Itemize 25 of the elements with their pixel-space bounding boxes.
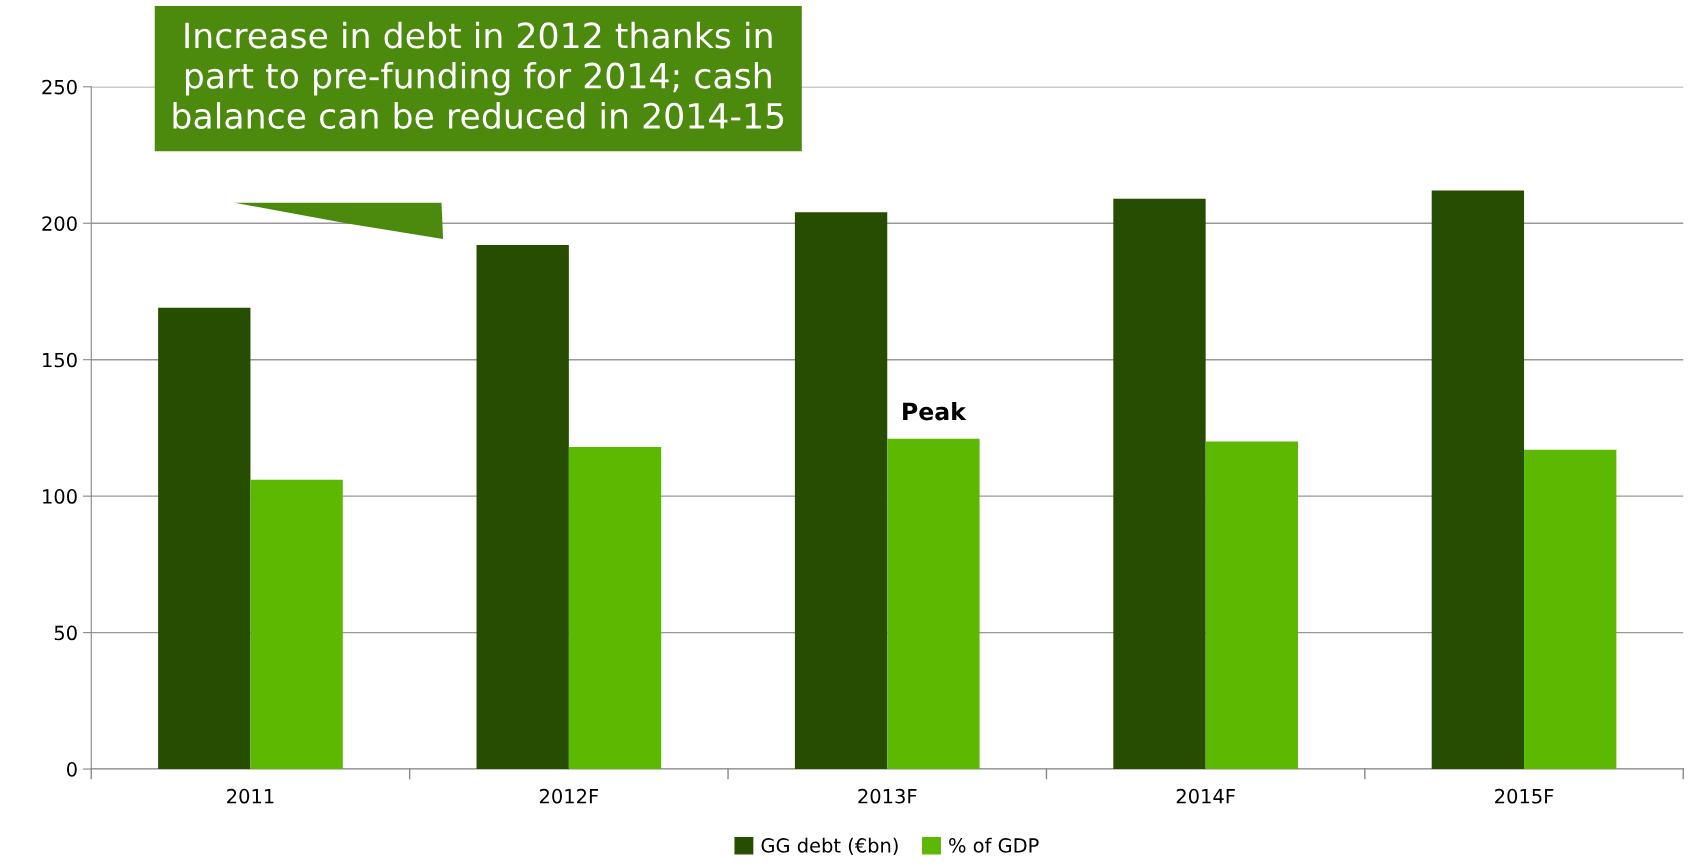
y-tick-label: 150 bbox=[43, 352, 77, 368]
bar bbox=[250, 479, 343, 770]
annotation: Increase in debt in 2012 thanks in part to pre-funding for 2014; cash balance can be reduced in 2014-15 bbox=[173, 21, 784, 129]
bar bbox=[476, 245, 569, 770]
bar bbox=[887, 438, 980, 770]
bar bbox=[1431, 190, 1525, 770]
bar bbox=[1113, 198, 1206, 770]
y-tick-label: 100 bbox=[43, 489, 77, 504]
y-tick-label: 50 bbox=[54, 625, 77, 641]
annotation: Peak bbox=[903, 402, 967, 421]
x-tick-label: 2012F bbox=[539, 788, 599, 804]
bar bbox=[1205, 441, 1298, 770]
bar bbox=[1524, 449, 1617, 770]
y-tick-label: 200 bbox=[42, 216, 77, 231]
bar bbox=[794, 212, 888, 770]
x-tick-label: 2015F bbox=[1495, 788, 1554, 804]
legend-label: % of GDP bbox=[949, 837, 1039, 853]
y-tick-label: 250 bbox=[42, 79, 77, 95]
bar bbox=[158, 307, 251, 770]
x-tick-label: 2011 bbox=[227, 788, 274, 804]
bar bbox=[568, 447, 662, 770]
x-tick-label: 2014F bbox=[1176, 788, 1235, 804]
y-tick-label: 0 bbox=[66, 762, 77, 777]
legend-label: GG debt (€bn) bbox=[761, 837, 898, 856]
x-tick-label: 2013F bbox=[858, 788, 917, 804]
